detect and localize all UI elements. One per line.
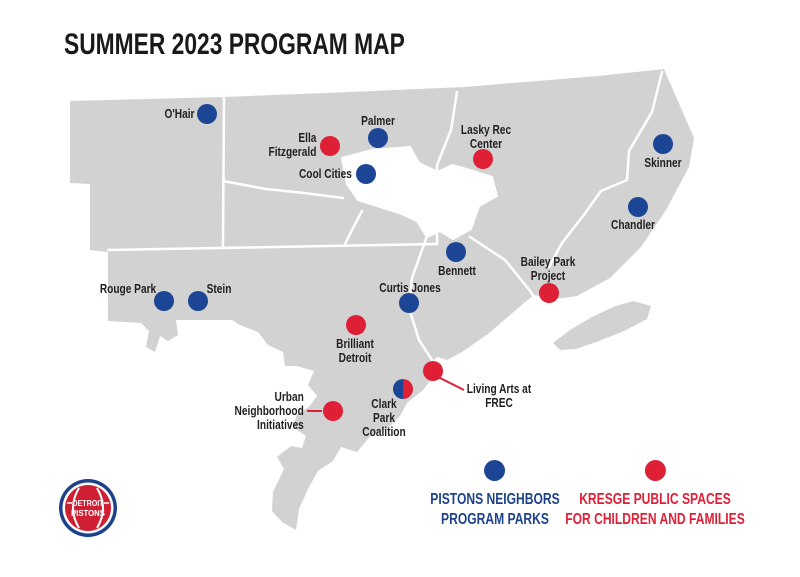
- belle-isle-island: [553, 301, 651, 350]
- legend-kresge-line1: KRESGE PUBLIC SPACES: [579, 491, 731, 508]
- brilliant-detroit-dot: [346, 315, 366, 335]
- chandler-dot: [628, 197, 648, 217]
- label-chandler: Chandler: [611, 217, 655, 232]
- label-stein: Stein: [206, 281, 232, 296]
- label-cool-cities: Cool Cities: [299, 166, 352, 181]
- label-bailey-park-project: Bailey Park Project: [520, 254, 576, 283]
- lasky-rec-center-dot: [473, 149, 493, 169]
- label-clark-park-coalition: Clark Park Coalition: [362, 396, 406, 439]
- label-lasky-rec-center: Lasky Rec Center: [460, 122, 512, 151]
- label-rouge-park: Rouge Park: [99, 281, 157, 296]
- highland-park-hamtramck-cutout: [341, 146, 498, 240]
- stein-dot: [188, 291, 208, 311]
- label-ohair: O'Hair: [163, 106, 194, 121]
- logo-text-pistons: PISTONS: [71, 508, 105, 518]
- ohair-dot: [197, 104, 217, 124]
- cool-cities-dot: [356, 164, 376, 184]
- bailey-park-project-dot: [539, 283, 559, 303]
- legend-red-dot-icon: [644, 460, 666, 481]
- label-palmer: Palmer: [361, 113, 395, 128]
- label-urban-neighborhood-initiatives: Urban Neighborhood Initiatives: [234, 389, 304, 432]
- legend-pistons-line2: PROGRAM PARKS: [441, 511, 549, 528]
- location-markers: [154, 104, 673, 421]
- label-brilliant-detroit: Brilliant Detroit: [336, 336, 374, 365]
- urban-neighborhood-initiatives-dot: [323, 401, 343, 421]
- skinner-dot: [653, 134, 673, 154]
- label-ella-fitzgerald: Ella Fitzgerald: [268, 130, 316, 159]
- rouge-park-dot: [154, 291, 174, 311]
- clark-park-coalition-dot: [393, 379, 403, 399]
- ella-fitzgerald-dot: [320, 136, 340, 156]
- legend-blue-dot-icon: [484, 460, 506, 481]
- legend-pistons-line1: PISTONS NEIGHBORS: [430, 491, 560, 508]
- detroit-pistons-logo: DETROIT PISTONS: [59, 479, 117, 537]
- living-arts-at-frec-dot: [423, 361, 443, 381]
- label-bennett: Bennett: [438, 263, 476, 278]
- page-title: SUMMER 2023 PROGRAM MAP: [64, 28, 405, 61]
- legend-item-kresge-public-spaces: KRESGE PUBLIC SPACES FOR CHILDREN AND FA…: [540, 460, 770, 530]
- detroit-city-outline: [70, 69, 694, 530]
- legend-kresge-line2: FOR CHILDREN AND FAMILIES: [565, 511, 745, 528]
- bennett-dot: [446, 242, 466, 262]
- palmer-dot: [368, 128, 388, 148]
- curtis-jones-dot: [399, 293, 419, 313]
- label-living-arts-at-frec: Living Arts at FREC: [466, 381, 532, 410]
- legend-item-pistons-neighbors: PISTONS NEIGHBORS PROGRAM PARKS: [412, 460, 578, 530]
- label-curtis-jones: Curtis Jones: [379, 280, 441, 295]
- living-arts-at-frec-connector-line: [437, 376, 465, 391]
- logo-text-detroit: DETROIT: [73, 498, 105, 508]
- clark-park-coalition-dot: [403, 379, 413, 399]
- label-skinner: Skinner: [644, 155, 682, 170]
